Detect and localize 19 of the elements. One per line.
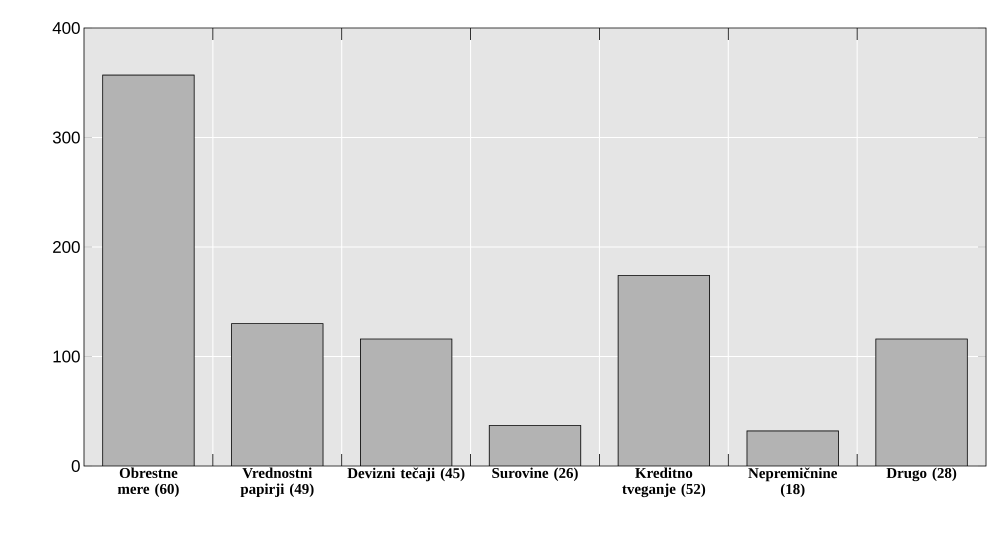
bar	[360, 338, 452, 466]
x-tick-label: Vrednostni papirji (49)	[240, 468, 314, 498]
x-tick-label: Surovine (26)	[492, 468, 578, 482]
bar	[102, 75, 194, 466]
y-tick-label: 400	[52, 22, 80, 34]
x-tick-label: Obrestne mere (60)	[118, 468, 179, 498]
x-tick-label: Drugo (28)	[886, 468, 956, 482]
x-tick-label: Devizni tečaji (45)	[347, 468, 464, 482]
x-tick-label: Kreditno tveganje (52)	[622, 468, 706, 498]
y-tick-label: 100	[54, 350, 80, 362]
bar	[746, 430, 839, 466]
x-tick-label: Nepremičnine (18)	[748, 468, 838, 498]
bar	[231, 323, 324, 466]
y-tick-label: 0	[72, 460, 80, 472]
bar	[488, 425, 582, 466]
y-tick-label: 300	[52, 131, 80, 144]
y-tick-label: 200	[53, 241, 80, 253]
bar	[618, 275, 710, 466]
bar	[875, 338, 968, 466]
